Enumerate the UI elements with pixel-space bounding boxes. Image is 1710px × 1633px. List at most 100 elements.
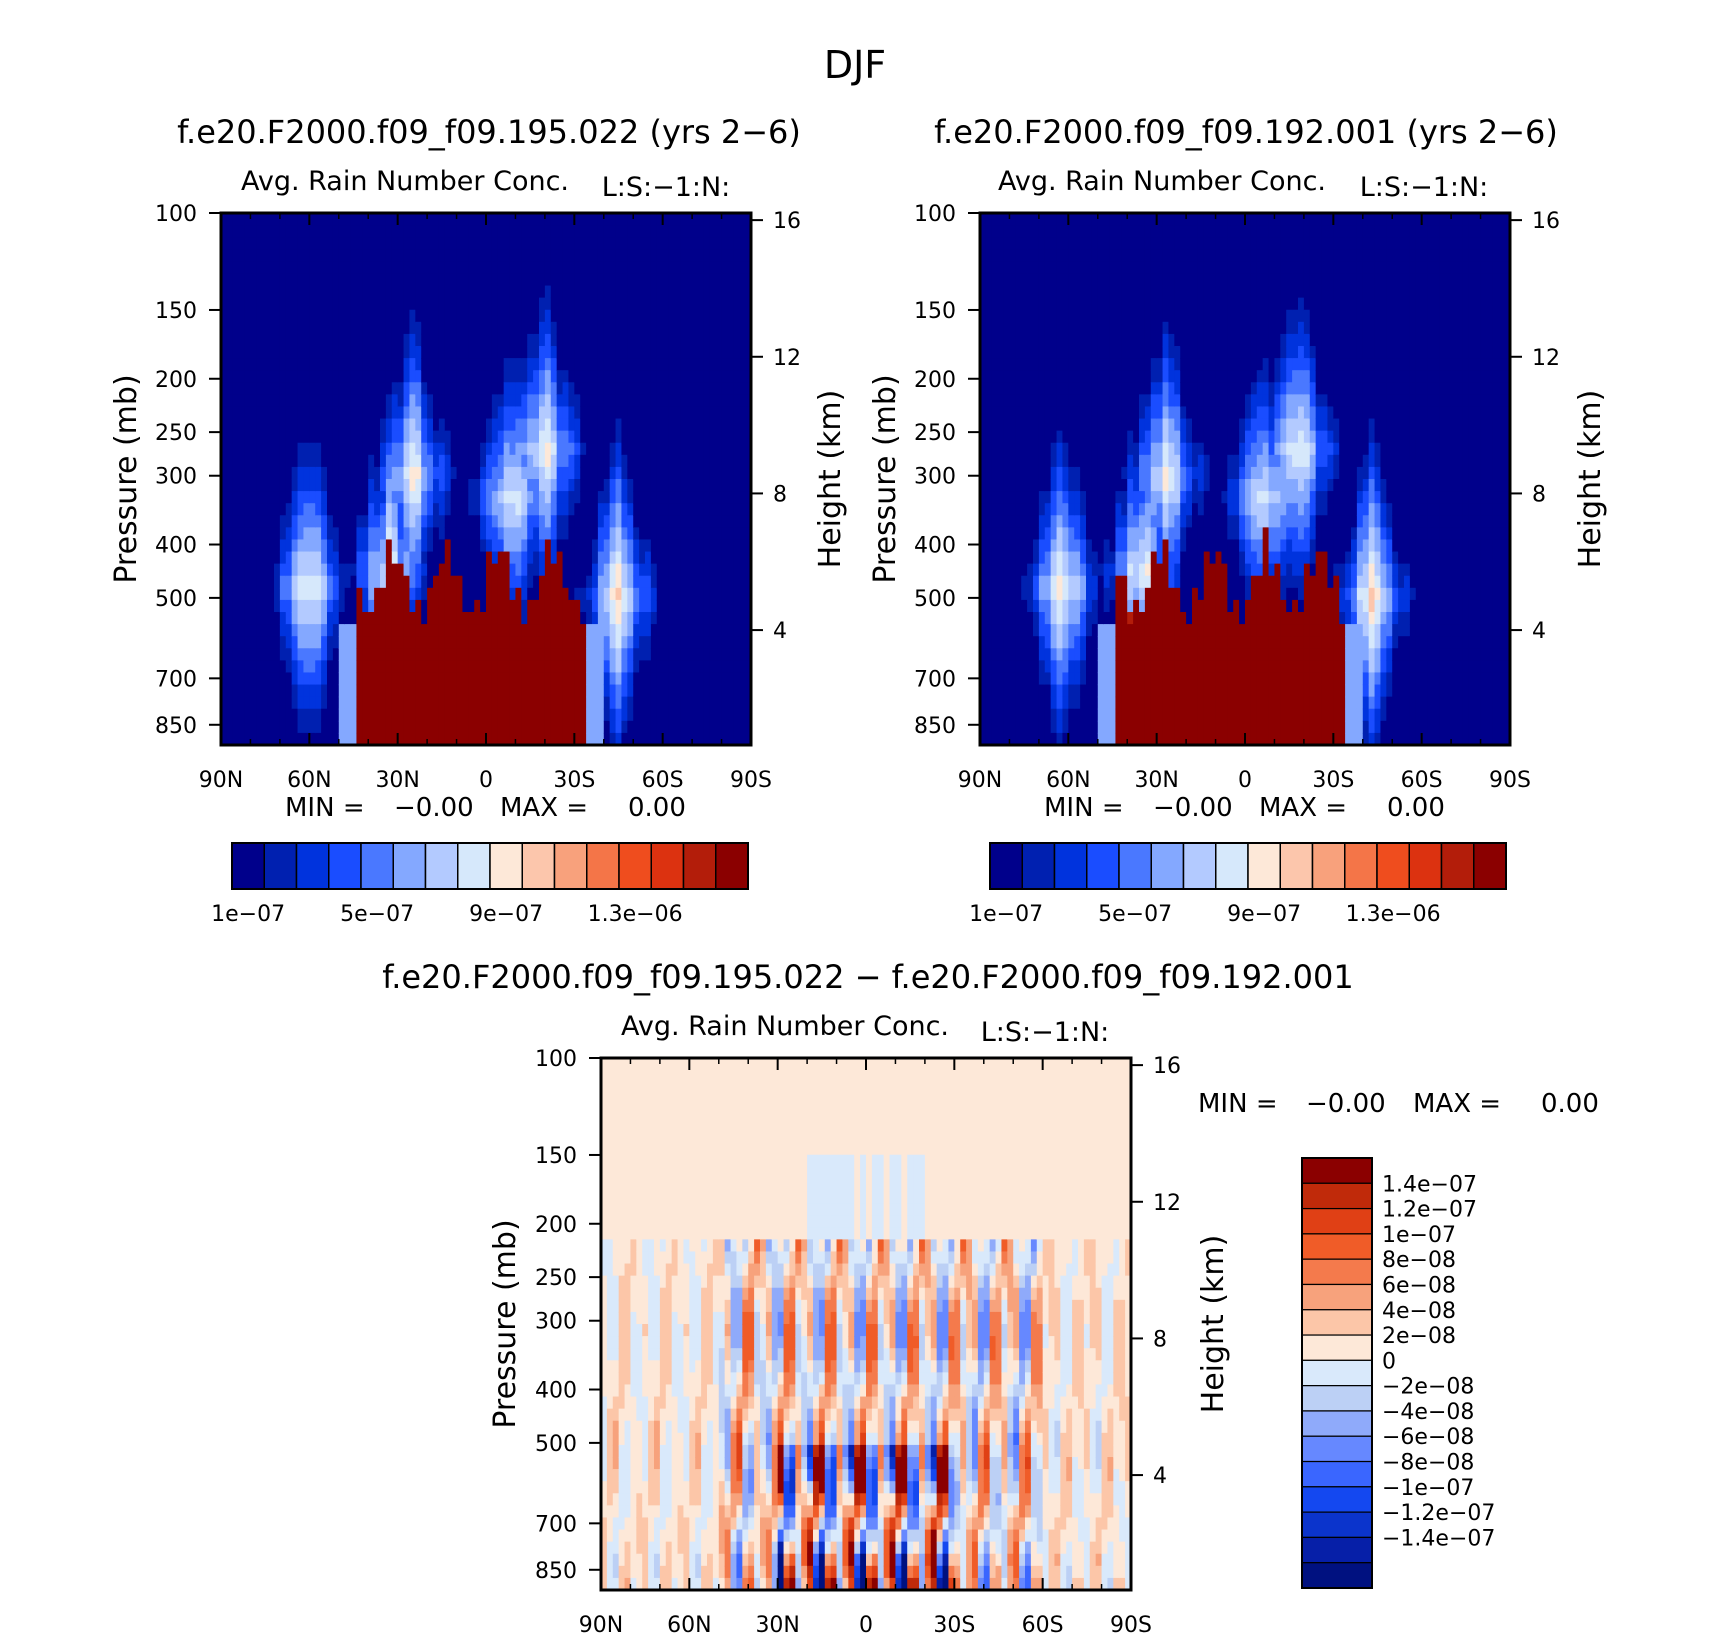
colorbar-swatch [1279, 842, 1314, 890]
colorbar-swatch [1311, 842, 1346, 890]
colorbar-label: 1.3e−06 [588, 902, 683, 927]
y-tick-label: 150 [155, 299, 197, 324]
colorbar-swatch [1215, 842, 1249, 890]
panel-3-min-label: MIN = [1198, 1089, 1278, 1119]
colorbar-swatch [1150, 842, 1185, 890]
y-right-tick-label: 8 [773, 482, 787, 507]
colorbar-swatch [1086, 842, 1120, 890]
panel-1-ylabel: Pressure (mb) [109, 374, 144, 583]
x-tick-label: 30N [1134, 768, 1178, 793]
colorbar-swatch [618, 842, 652, 890]
colorbar-swatch [1301, 1435, 1373, 1463]
colorbar-label: 9e−07 [1227, 902, 1301, 927]
panel-2-max-value: 0.00 [1387, 793, 1445, 823]
colorbar-swatch [1301, 1562, 1373, 1589]
colorbar-swatch [586, 842, 620, 890]
panel-2-min-value: −0.00 [1153, 793, 1233, 823]
panel-3: f.e20.F2000.f09_f09.195.022 − f.e20.F200… [382, 958, 1599, 1633]
y-right-tick-label: 12 [1532, 346, 1560, 371]
panel-2-min-label: MIN = [1044, 793, 1124, 823]
colorbar-swatch [328, 842, 362, 890]
y-right-tick-label: 8 [1532, 482, 1546, 507]
panel-3-max-value: 0.00 [1541, 1089, 1599, 1119]
panel-3-title: f.e20.F2000.f09_f09.195.022 − f.e20.F200… [382, 958, 1354, 996]
panel-3-colorbar: 1.4e−071.2e−071e−078e−086e−084e−082e−080… [1301, 1157, 1495, 1589]
y-right-tick-label: 4 [1532, 619, 1546, 644]
y-right-tick-label: 12 [1153, 1191, 1181, 1216]
y-right-tick-label: 16 [773, 209, 801, 234]
panel-3-max-label: MAX = [1413, 1089, 1501, 1119]
y-tick-label: 850 [914, 714, 956, 739]
panel-1-max-label: MAX = [500, 793, 588, 823]
panel-3-ylabel-right: Height (km) [1196, 1235, 1231, 1414]
colorbar-swatch [1301, 1410, 1373, 1437]
colorbar-label: −1e−07 [1382, 1476, 1474, 1501]
colorbar-swatch [553, 842, 588, 890]
colorbar-label: 0 [1382, 1349, 1396, 1374]
colorbar-swatch [1408, 842, 1443, 890]
y-tick-label: 150 [535, 1144, 577, 1169]
panel-3-subtitle: Avg. Rain Number Conc. [621, 1011, 949, 1042]
x-tick-label: 0 [479, 768, 493, 793]
colorbar-swatch [1301, 1182, 1373, 1210]
colorbar-swatch [1301, 1536, 1373, 1564]
y-tick-label: 850 [155, 714, 197, 739]
colorbar-label: −8e−08 [1382, 1451, 1474, 1476]
panel-1-colorbar: 1e−07 5e−07 9e−07 1.3e−06 [211, 842, 749, 927]
panel-3-ylabel: Pressure (mb) [488, 1219, 523, 1428]
y-right-tick-label: 4 [1153, 1464, 1167, 1489]
panel-1-level-tag: L:S:−1:N: [602, 172, 731, 203]
y-right-tick-label: 8 [1153, 1327, 1167, 1352]
colorbar-swatch [1053, 842, 1088, 890]
x-tick-label: 90N [199, 768, 243, 793]
y-tick-label: 200 [535, 1213, 577, 1238]
y-right-tick-label: 12 [773, 346, 801, 371]
x-tick-label: 30S [1312, 768, 1354, 793]
x-tick-label: 30N [755, 1613, 799, 1633]
colorbar-swatch [1301, 1157, 1373, 1184]
colorbar-swatch [1247, 842, 1281, 890]
colorbar-label: 1.3e−06 [1346, 902, 1441, 927]
panel-3-plot: 90N 60N 30N 0 30S 60S 90S 100 150 200 250 300 400 500… [535, 1047, 1181, 1633]
colorbar-swatch [1301, 1309, 1373, 1336]
x-tick-label: 90S [1110, 1613, 1152, 1633]
colorbar-swatch [1301, 1283, 1373, 1311]
panel-2-plot: 90N 60N 30N 0 30S 60S 90S 100 150 200 250 300 400 500… [914, 202, 1560, 793]
colorbar-swatch [1301, 1207, 1373, 1235]
panel-1: f.e20.F2000.f09_f09.195.022 (yrs 2−6) Av… [109, 113, 848, 927]
y-tick-label: 250 [914, 421, 956, 446]
colorbar-swatch [715, 842, 749, 890]
panel-2: f.e20.F2000.f09_f09.192.001 (yrs 2−6) Av… [868, 113, 1608, 927]
colorbar-swatch [489, 842, 523, 890]
panel-1-max-value: 0.00 [628, 793, 686, 823]
y-tick-label: 100 [914, 202, 956, 227]
colorbar-swatch [1301, 1334, 1373, 1361]
y-tick-label: 300 [535, 1310, 577, 1335]
y-tick-label: 300 [914, 465, 956, 490]
panel-1-ylabel-right: Height (km) [813, 390, 848, 569]
colorbar-swatch [1301, 1511, 1373, 1539]
y-right-tick-label: 16 [1153, 1054, 1181, 1079]
colorbar-swatch [1301, 1258, 1373, 1286]
x-tick-label: 60S [642, 768, 684, 793]
colorbar-swatch [263, 842, 298, 890]
panel-2-subtitle: Avg. Rain Number Conc. [998, 166, 1326, 197]
colorbar-label: 1.4e−07 [1382, 1172, 1477, 1197]
y-tick-label: 700 [155, 667, 197, 692]
y-tick-label: 100 [155, 202, 197, 227]
y-tick-label: 300 [155, 465, 197, 490]
colorbar-swatch [360, 842, 394, 890]
colorbar-swatch [231, 842, 265, 890]
y-tick-label: 700 [914, 667, 956, 692]
colorbar-swatch [1301, 1486, 1373, 1513]
colorbar-swatch [1301, 1460, 1373, 1488]
colorbar-swatch [1118, 842, 1152, 890]
y-tick-label: 100 [535, 1047, 577, 1072]
colorbar-label: 8e−08 [1382, 1248, 1456, 1273]
colorbar-label: 5e−07 [340, 902, 414, 927]
colorbar-swatch [1301, 1359, 1373, 1387]
field-cells [980, 213, 1510, 745]
colorbar-label: −1.4e−07 [1382, 1526, 1495, 1551]
field-cells [601, 1058, 1131, 1590]
